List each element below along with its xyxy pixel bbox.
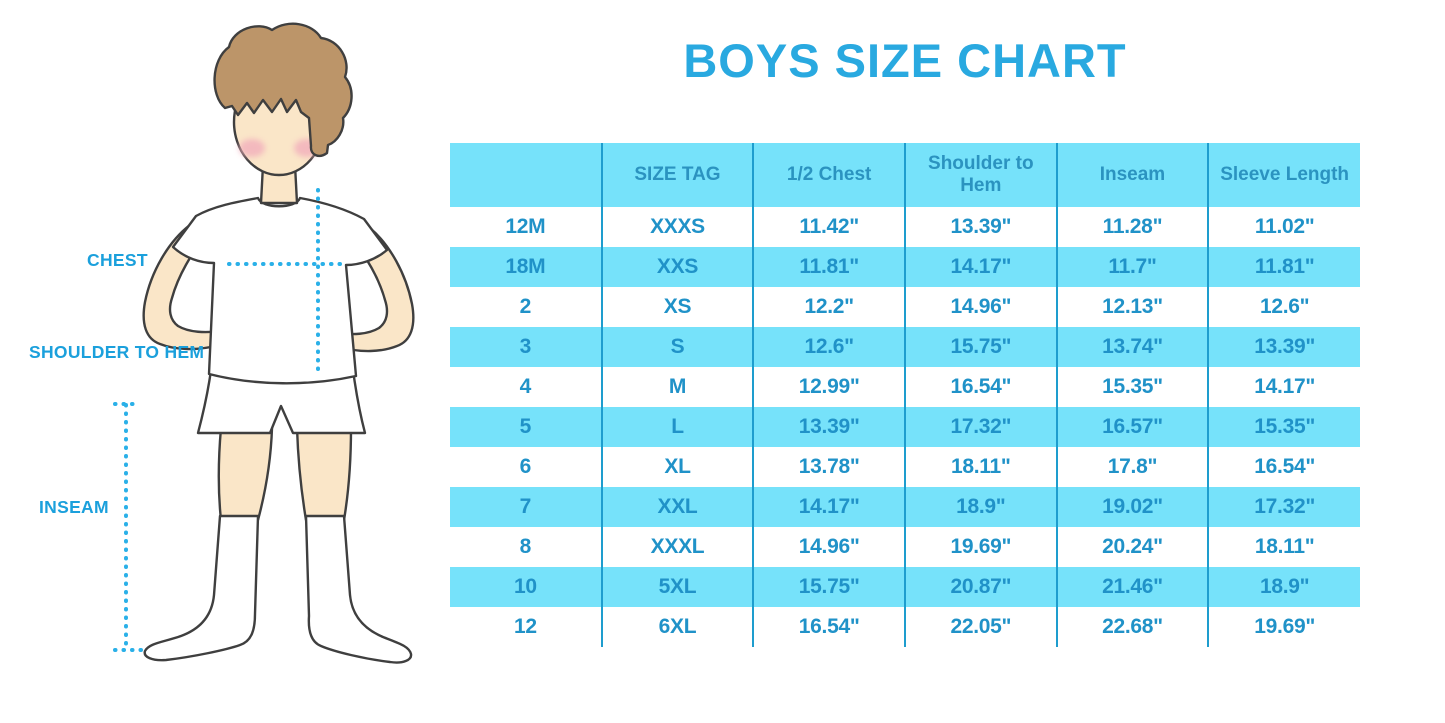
table-cell: S	[601, 327, 755, 367]
table-cell: 12.6"	[753, 327, 906, 367]
table-row: 18M XXS 11.81" 14.17" 11.7" 11.81"	[450, 247, 1360, 287]
table-cell: XS	[601, 287, 755, 327]
table-row: 8 XXXL 14.96" 19.69" 20.24" 18.11"	[450, 527, 1360, 567]
size-table: SIZE TAG 1/2 Chest Shoulder to Hem Inseam Sl…	[450, 143, 1360, 647]
table-cell: 6XL	[601, 607, 755, 647]
table-cell: 16.54"	[904, 367, 1058, 407]
table-cell: 10	[450, 567, 603, 607]
table-cell: 2	[450, 287, 603, 327]
table-cell: 14.17"	[753, 487, 906, 527]
table-cell: 11.42"	[753, 207, 906, 247]
table-cell: 8	[450, 527, 603, 567]
table-cell: 11.7"	[1056, 247, 1210, 287]
table-cell: 13.39"	[1254, 335, 1315, 358]
table-cell: 17.32"	[1254, 495, 1315, 518]
table-cell: 19.69"	[904, 527, 1058, 567]
column-header: Sleeve Length	[1220, 164, 1350, 186]
table-cell: 16.57"	[1056, 407, 1210, 447]
size-table-body: 12M XXXS 11.42" 13.39" 11.28" 11.02" 18M XXS 11.…	[450, 207, 1360, 647]
table-cell: 5XL	[601, 567, 755, 607]
table-cell: 15.35"	[1254, 415, 1315, 438]
boy-measurement-figure: CHEST SHOULDER TO HEM INSEAM	[0, 0, 450, 723]
table-cell: L	[601, 407, 755, 447]
socks-shape	[143, 514, 413, 664]
table-cell: 20.24"	[1056, 527, 1210, 567]
table-cell: 12	[450, 607, 603, 647]
legs-shape	[217, 426, 353, 522]
page-title: BOYS SIZE CHART	[683, 34, 1127, 87]
table-cell: 18.9"	[904, 487, 1058, 527]
chest-label: CHEST	[87, 250, 148, 270]
table-cell: 12.99"	[753, 367, 906, 407]
table-cell: 3	[450, 327, 603, 367]
table-row: 2 XS 12.2" 14.96" 12.13" 12.6"	[450, 287, 1360, 327]
table-cell: 13.78"	[753, 447, 906, 487]
table-cell: XXXL	[601, 527, 755, 567]
table-cell: 11.28"	[1056, 207, 1210, 247]
table-cell: 12.6"	[1259, 295, 1310, 318]
table-cell: 14.17"	[904, 247, 1058, 287]
table-cell: 11.02"	[1254, 215, 1315, 238]
header-row: SIZE TAG 1/2 Chest Shoulder to Hem Inseam Sl…	[450, 143, 1360, 207]
table-cell: 21.46"	[1056, 567, 1210, 607]
column-header: 1/2 Chest	[753, 143, 906, 207]
table-cell: 17.32"	[904, 407, 1058, 447]
column-header	[450, 143, 603, 207]
table-cell: XXL	[601, 487, 755, 527]
table-cell: XXXS	[601, 207, 755, 247]
table-cell: 5	[450, 407, 603, 447]
table-cell: 15.75"	[904, 327, 1058, 367]
table-cell: 20.87"	[904, 567, 1058, 607]
column-header: Inseam	[1056, 143, 1210, 207]
inseam-label: INSEAM	[39, 497, 109, 517]
table-cell: 17.8"	[1056, 447, 1210, 487]
table-row: 5 L 13.39" 17.32" 16.57" 15.35"	[450, 407, 1360, 447]
table-row: 7 XXL 14.17" 18.9" 19.02" 17.32"	[450, 487, 1360, 527]
table-cell: 15.75"	[753, 567, 906, 607]
table-cell: 12.13"	[1056, 287, 1210, 327]
tshirt-shape	[171, 196, 389, 385]
shoulder-to-hem-label: SHOULDER TO HEM	[29, 342, 205, 362]
table-cell: 14.96"	[753, 527, 906, 567]
column-header: Shoulder to Hem	[904, 143, 1058, 207]
boy-illustration	[113, 22, 415, 664]
table-row: 12 6XL 16.54" 22.05" 22.68" 19.69"	[450, 607, 1360, 647]
table-cell: 19.02"	[1056, 487, 1210, 527]
table-cell: 11.81"	[1254, 255, 1315, 278]
table-cell: 13.74"	[1056, 327, 1210, 367]
size-table-head: SIZE TAG 1/2 Chest Shoulder to Hem Inseam Sl…	[450, 143, 1360, 207]
table-cell: 16.54"	[753, 607, 906, 647]
table-cell: 4	[450, 367, 603, 407]
table-cell: 7	[450, 487, 603, 527]
table-cell: 19.69"	[1254, 615, 1315, 638]
table-cell: 22.05"	[904, 607, 1058, 647]
table-cell: 18.11"	[1254, 535, 1315, 558]
hair-shape	[213, 22, 353, 157]
table-cell: 16.54"	[1254, 455, 1315, 478]
table-cell: 13.39"	[904, 207, 1058, 247]
table-row: 10 5XL 15.75" 20.87" 21.46" 18.9"	[450, 567, 1360, 607]
table-cell: 12M	[450, 207, 603, 247]
table-cell: 6	[450, 447, 603, 487]
column-header: SIZE TAG	[601, 143, 755, 207]
table-cell: 13.39"	[753, 407, 906, 447]
table-cell: 12.2"	[753, 287, 906, 327]
table-row: 3 S 12.6" 15.75" 13.74" 13.39"	[450, 327, 1360, 367]
table-cell: 18.9"	[1259, 575, 1310, 598]
table-cell: XL	[601, 447, 755, 487]
table-cell: XXS	[601, 247, 755, 287]
table-cell: 14.17"	[1254, 375, 1315, 398]
table-cell: M	[601, 367, 755, 407]
table-cell: 18.11"	[904, 447, 1058, 487]
measurement-guides	[113, 188, 349, 652]
table-row: 12M XXXS 11.42" 13.39" 11.28" 11.02"	[450, 207, 1360, 247]
table-cell: 15.35"	[1056, 367, 1210, 407]
table-cell: 18M	[450, 247, 603, 287]
table-cell: 11.81"	[753, 247, 906, 287]
table-row: 6 XL 13.78" 18.11" 17.8" 16.54"	[450, 447, 1360, 487]
table-row: 4 M 12.99" 16.54" 15.35" 14.17"	[450, 367, 1360, 407]
table-cell: 22.68"	[1056, 607, 1210, 647]
table-cell: 14.96"	[904, 287, 1058, 327]
